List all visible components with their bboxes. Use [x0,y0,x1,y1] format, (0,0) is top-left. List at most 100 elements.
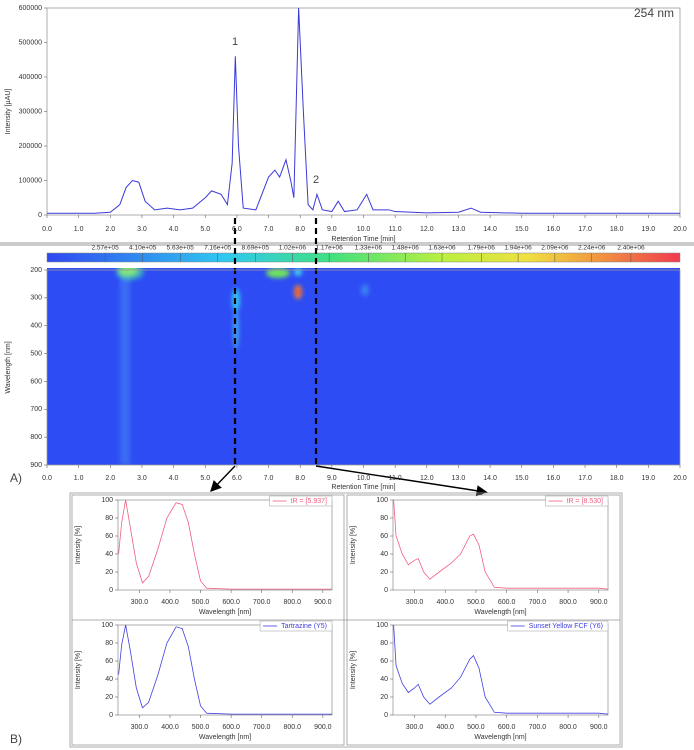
x-tick-label: 10.0 [357,226,371,233]
x-tick-label: 300.0 [406,724,424,731]
blob [116,268,144,280]
y-tick-label: 600 [30,378,42,385]
y-axis-label: Intensity [µAU] [5,89,12,135]
x-tick-label: 20.0 [673,475,687,482]
x-tick-label: 3.0 [137,475,147,482]
colorbar-label: 1.63e+06 [428,245,456,252]
x-tick-label: 1.0 [74,226,84,233]
x-tick-label: 17.0 [578,226,592,233]
legend-label: tR = [8.530] [567,498,603,505]
plot-frame [392,499,609,591]
panel-label: A) [10,471,22,485]
colorbar [46,252,681,263]
x-tick-label: 9.0 [327,226,337,233]
peak-annotation: 1 [232,36,238,48]
legend: tR = [8.530] [545,495,609,507]
x-tick-label: 3.0 [137,226,147,233]
spectrum-line [393,624,609,715]
colorbar-label: 8.69e+05 [242,245,270,252]
x-tick-label: 900.0 [590,724,608,731]
x-tick-label: 600.0 [222,599,240,606]
colorbar-label: 1.48e+06 [392,245,420,252]
x-tick-label: 15.0 [515,475,529,482]
legend-label: Sunset Yellow FCF (Y6) [529,623,603,630]
y-tick-label: 100000 [19,177,42,184]
legend-box [545,495,609,507]
y-tick-label: 100 [376,622,388,629]
x-tick-label: 400.0 [436,724,454,731]
y-tick-label: 80 [380,515,388,522]
x-axis-label: Retention Time [min] [331,484,395,491]
y-tick-label: 200 [30,267,42,274]
legend-box [269,495,333,507]
heatmap-bg [47,268,680,465]
x-tick-label: 16.0 [547,475,561,482]
blob [296,289,300,295]
blob [294,268,302,276]
colorbar-label: 1.94e+06 [504,245,532,252]
colorbar-label: 1.79e+06 [468,245,496,252]
y-tick-label: 40 [105,676,113,683]
y-tick-label: 100 [101,622,113,629]
spectrum-line [118,624,332,715]
x-tick-label: 20.0 [673,226,687,233]
x-tick-label: 400.0 [161,724,179,731]
y-tick-label: 40 [380,551,388,558]
x-tick-label: 5.0 [200,226,210,233]
y-tick-label: 80 [380,640,388,647]
x-tick-label: 8.0 [295,226,305,233]
x-tick-label: 500.0 [192,599,210,606]
y-tick-label: 200000 [19,143,42,150]
colorbar-label: 1.33e+06 [355,245,383,252]
x-tick-label: 700.0 [253,724,271,731]
y-tick-label: 0 [109,587,113,594]
legend: Sunset Yellow FCF (Y6) [507,620,609,632]
y-tick-label: 100 [376,497,388,504]
chromatogram-bg [0,0,694,243]
y-tick-label: 40 [380,676,388,683]
x-tick-label: 14.0 [483,226,497,233]
heatmap [47,268,680,465]
x-tick-label: 300.0 [131,599,149,606]
legend-label: tR = [5.937] [291,498,327,505]
blob [266,268,290,278]
peak-annotation: 2 [313,174,319,186]
x-tick-label: 800.0 [559,724,577,731]
x-tick-label: 0.0 [42,226,52,233]
y-axis-label: Intensity [%] [350,651,357,689]
y-tick-label: 900 [30,462,42,469]
colorbar-label: 2.57e+05 [91,245,119,252]
x-tick-label: 4.0 [169,226,179,233]
spectrum-line [118,499,332,590]
y-tick-label: 300000 [19,108,42,115]
x-tick-label: 600.0 [498,599,516,606]
x-tick-label: 6.0 [232,226,242,233]
x-tick-label: 11.0 [389,226,402,233]
y-tick-label: 80 [105,515,113,522]
x-axis-label: Retention Time [min] [331,236,395,243]
y-tick-label: 600000 [19,5,42,12]
legend-box [259,620,333,632]
x-tick-label: 15.0 [515,226,529,233]
x-tick-label: 11.0 [389,475,402,482]
x-tick-label: 18.0 [610,475,624,482]
x-tick-label: 19.0 [642,475,656,482]
y-tick-label: 0 [384,712,388,719]
y-axis-label: Intensity [%] [350,526,357,564]
colorbar-label: 5.63e+05 [167,245,195,252]
y-tick-label: 20 [105,694,113,701]
x-tick-label: 1.0 [74,475,84,482]
y-tick-label: 400000 [19,74,42,81]
y-axis-label: Wavelength [nm] [5,341,12,393]
x-tick-label: 700.0 [529,724,547,731]
legend: Tartrazine (Y5) [259,620,333,632]
y-tick-label: 20 [105,569,113,576]
x-axis-label: Wavelength [nm] [474,609,526,616]
legend-box [507,620,609,632]
colorbar-label: 4.10e+05 [129,245,157,252]
x-tick-label: 7.0 [264,475,274,482]
colorbar-label: 1.17e+06 [316,245,344,252]
x-tick-label: 800.0 [559,599,577,606]
x-axis-label: Wavelength [nm] [474,734,526,741]
